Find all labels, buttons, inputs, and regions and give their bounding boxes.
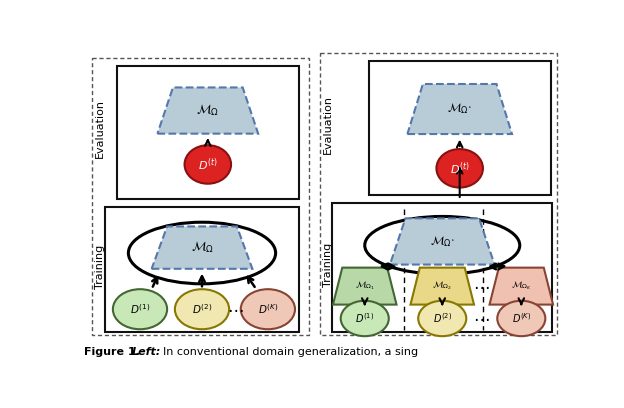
Bar	[332, 203, 552, 333]
Text: $\mathcal{M}_{\Omega_1}$: $\mathcal{M}_{\Omega_1}$	[355, 280, 374, 293]
Text: Figure 1.: Figure 1.	[84, 346, 144, 357]
Text: $D^{(2)}$: $D^{(2)}$	[192, 302, 212, 316]
Text: $D^{(K)}$: $D^{(K)}$	[512, 312, 531, 325]
Ellipse shape	[418, 301, 466, 336]
Text: $\mathcal{M}_{\Omega^{\star}}$: $\mathcal{M}_{\Omega^{\star}}$	[430, 235, 455, 248]
Text: $\cdots$: $\cdots$	[227, 300, 243, 318]
Text: $\mathcal{M}_{\Omega}$: $\mathcal{M}_{\Omega}$	[197, 103, 219, 118]
Bar	[117, 66, 299, 199]
Text: $D^{(t)}$: $D^{(t)}$	[198, 156, 218, 173]
Text: $D^{(2)}$: $D^{(2)}$	[432, 312, 452, 325]
Polygon shape	[407, 84, 512, 134]
Bar	[92, 58, 309, 335]
Ellipse shape	[341, 301, 389, 336]
Polygon shape	[157, 87, 258, 134]
Ellipse shape	[113, 289, 167, 329]
Ellipse shape	[185, 145, 231, 184]
Text: Training: Training	[323, 243, 333, 288]
Text: $D^{(t)}$: $D^{(t)}$	[450, 160, 470, 177]
Text: $\mathcal{M}_{\Omega}$: $\mathcal{M}_{\Omega}$	[190, 240, 213, 255]
Text: $\cdots$: $\cdots$	[474, 277, 490, 295]
Text: $\mathcal{M}_{\Omega^{\star}}$: $\mathcal{M}_{\Omega^{\star}}$	[447, 102, 472, 116]
Polygon shape	[152, 226, 252, 269]
Text: $D^{(1)}$: $D^{(1)}$	[130, 302, 150, 316]
Polygon shape	[390, 218, 495, 264]
Ellipse shape	[497, 301, 545, 336]
Bar	[105, 207, 299, 333]
Text: $D^{(K)}$: $D^{(K)}$	[258, 302, 278, 316]
Text: In conventional domain generalization, a sing: In conventional domain generalization, a…	[155, 346, 417, 357]
Text: $\mathcal{M}_{\Omega_2}$: $\mathcal{M}_{\Omega_2}$	[432, 280, 452, 293]
Ellipse shape	[175, 289, 229, 329]
Bar	[319, 53, 557, 335]
Polygon shape	[411, 268, 474, 305]
Text: $\mathcal{M}_{\Omega_K}$: $\mathcal{M}_{\Omega_K}$	[511, 280, 532, 293]
Text: Evaluation: Evaluation	[95, 99, 105, 158]
Text: $\cdots$: $\cdots$	[474, 309, 490, 328]
Ellipse shape	[241, 289, 295, 329]
Bar	[369, 60, 551, 195]
Text: $D^{(1)}$: $D^{(1)}$	[355, 312, 374, 325]
Polygon shape	[333, 268, 396, 305]
Polygon shape	[489, 268, 553, 305]
Text: Evaluation: Evaluation	[323, 95, 333, 153]
Text: Left:: Left:	[132, 346, 162, 357]
Text: Training: Training	[95, 245, 105, 289]
Ellipse shape	[436, 149, 483, 188]
